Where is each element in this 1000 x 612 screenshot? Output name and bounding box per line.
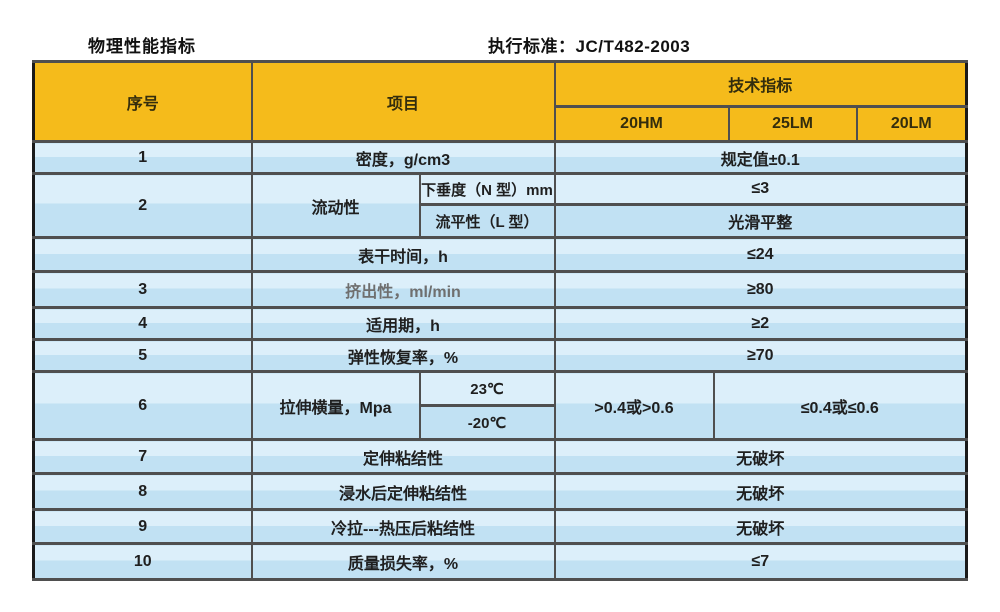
title-bar: 物理性能指标 执行标准：JC/T482-2003 xyxy=(0,32,1000,56)
seq-cell: 7 xyxy=(32,438,253,475)
table-row: 1 密度，g/cm3 规定值±0.1 xyxy=(32,140,968,175)
seq-cell: 4 xyxy=(32,306,253,341)
table-row: 9 冷拉---热压后粘结性 无破坏 xyxy=(32,508,968,545)
seq-cell: 6 xyxy=(32,370,253,441)
item-cell: 弹性恢复率，% xyxy=(250,338,556,373)
table-row: 5 弹性恢复率，% ≥70 xyxy=(32,338,968,373)
standard-reference: 执行标准：JC/T482-2003 xyxy=(488,37,691,56)
spec-table: 序号 项目 技术指标 20HM 25LM 20LM 1 密度，g/cm3 规定值… xyxy=(32,60,969,581)
sub-item-cell: 下垂度（N 型）mm xyxy=(418,172,556,206)
table-row: 3 挤出性，ml/min ≥80 xyxy=(32,270,968,309)
seq-cell: 1 xyxy=(32,140,253,175)
value-cell: 无破坏 xyxy=(553,508,968,545)
seq-cell: 2 xyxy=(32,172,253,239)
seq-cell: 5 xyxy=(32,338,253,373)
section-title: 物理性能指标 xyxy=(88,37,196,56)
table-row: 10 质量损失率，% ≤7 xyxy=(32,542,968,581)
table-row: -20℃ xyxy=(34,404,967,441)
seq-cell: 3 xyxy=(32,270,253,309)
value-cell: 无破坏 xyxy=(553,438,968,475)
table-row: 流平性（L 型） 光滑平整 xyxy=(34,203,968,239)
value-cell: ≥2 xyxy=(553,306,968,341)
item-cell: 流动性 xyxy=(250,172,421,239)
header-row-2: 20HM 25LM 20LM xyxy=(34,105,968,143)
item-cell: 冷拉---热压后粘结性 xyxy=(250,508,556,545)
table-row: 2 流动性 下垂度（N 型）mm ≤3 xyxy=(32,172,968,239)
seq-cell: 8 xyxy=(32,472,253,511)
item-cell: 密度，g/cm3 xyxy=(250,140,556,175)
value-cell: >0.4或>0.6 xyxy=(553,370,715,441)
item-cell: 浸水后定伸粘结性 xyxy=(250,472,556,511)
sub-item-cell: -20℃ xyxy=(418,404,556,441)
value-cell: ≤7 xyxy=(553,542,968,581)
seq-cell xyxy=(32,236,253,273)
header-row-1: 序号 项目 技术指标 xyxy=(32,60,968,143)
value-cell: ≤3 xyxy=(553,172,968,206)
seq-cell: 10 xyxy=(32,542,253,581)
value-cell: 光滑平整 xyxy=(553,203,968,239)
value-cell: 规定值±0.1 xyxy=(553,140,968,175)
value-cell: 无破坏 xyxy=(553,472,968,511)
col-header-tech: 技术指标 xyxy=(553,60,968,108)
item-cell: 质量损失率，% xyxy=(250,542,556,581)
sub-item-cell: 流平性（L 型） xyxy=(418,203,556,239)
item-cell: 挤出性，ml/min xyxy=(250,270,556,309)
col-header-25lm: 25LM xyxy=(727,105,858,143)
table-row: 7 定伸粘结性 无破坏 xyxy=(32,438,968,475)
table-row: 表干时间，h ≤24 xyxy=(32,236,968,273)
col-header-20hm: 20HM xyxy=(553,105,730,143)
item-cell: 表干时间，h xyxy=(250,236,556,273)
value-cell: ≤0.4或≤0.6 xyxy=(712,370,968,441)
item-cell: 拉伸横量，Mpa xyxy=(250,370,421,441)
col-header-item: 项目 xyxy=(250,60,556,143)
item-cell: 适用期，h xyxy=(250,306,556,341)
seq-cell: 9 xyxy=(32,508,253,545)
table-row: 4 适用期，h ≥2 xyxy=(32,306,968,341)
value-cell: ≤24 xyxy=(553,236,968,273)
table-row: 8 浸水后定伸粘结性 无破坏 xyxy=(32,472,968,511)
sub-item-cell: 23℃ xyxy=(418,370,556,407)
value-cell: ≥80 xyxy=(553,270,968,309)
item-cell: 定伸粘结性 xyxy=(250,438,556,475)
value-cell: ≥70 xyxy=(553,338,968,373)
col-header-seq: 序号 xyxy=(32,60,253,143)
table-row: 6 拉伸横量，Mpa 23℃ >0.4或>0.6 ≤0.4或≤0.6 xyxy=(32,370,968,441)
col-header-20lm: 20LM xyxy=(855,105,968,143)
